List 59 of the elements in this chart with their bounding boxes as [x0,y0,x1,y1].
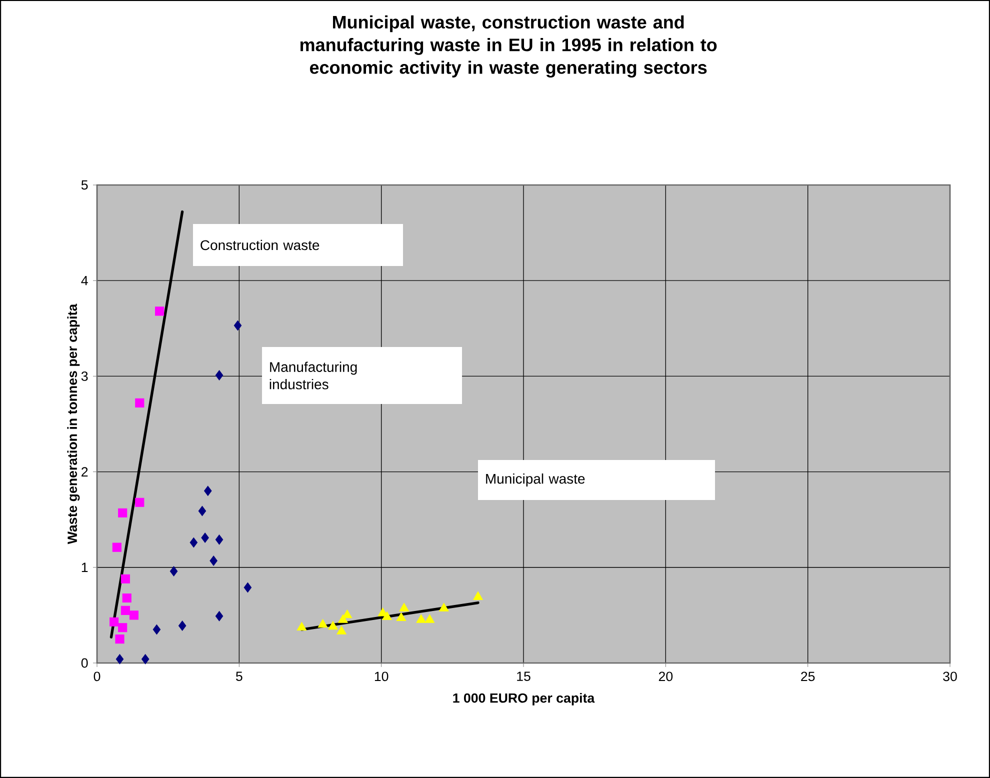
y-tick-label: 2 [82,467,88,476]
point [135,498,144,507]
point [328,621,338,630]
y-tick-label: 4 [81,276,88,286]
point [116,654,124,664]
x-tick-label: 0 [94,672,100,682]
point [155,306,164,316]
point [198,506,206,516]
y-axis-title: Waste generation in tonnes per capita [67,304,80,544]
point [204,486,212,496]
x-tick-label: 25 [801,672,815,682]
x-tick-label: 30 [943,672,957,682]
point [244,582,252,593]
point [318,619,328,628]
point [234,320,242,331]
y-tick-label: 1 [82,562,88,572]
point [120,574,130,584]
point [342,610,352,618]
point [424,614,435,623]
point [190,537,198,548]
point [110,617,119,626]
chart-title: Municipal waste, construction waste and manufacturing waste in EU in 1995 in relation to economic activity in waste generating sectors [300,15,717,78]
point [338,614,348,623]
x-tick-label: 10 [374,672,388,682]
point [296,622,307,631]
x-tick-label: 5 [236,672,242,681]
point [396,612,406,621]
point [152,624,161,635]
point [122,593,132,603]
point [170,566,178,576]
point [141,654,150,664]
point [399,602,409,612]
point [439,602,449,612]
point [473,591,483,600]
point [382,612,392,620]
y-tick-label: 0 [81,658,88,668]
point [135,398,144,408]
point [115,634,124,644]
annotation: Manufacturing industries [270,362,357,390]
point [112,542,122,552]
point [129,610,139,620]
point [215,611,224,622]
point [120,606,130,615]
point [215,534,224,545]
y-tick-label: 3 [81,371,88,381]
annotation: Construction waste [200,240,320,250]
point [118,508,128,518]
point [215,370,224,380]
x-tick-label: 20 [658,672,673,682]
y-tick-label: 5 [81,180,88,190]
point [210,556,218,566]
point [336,626,346,634]
point [416,614,426,623]
x-axis-title: 1 000 EURO per capita [453,692,595,706]
x-tick-label: 15 [517,672,530,681]
point [118,623,128,632]
point [201,532,209,543]
point [178,620,186,631]
annotation: Municipal waste [486,473,585,487]
